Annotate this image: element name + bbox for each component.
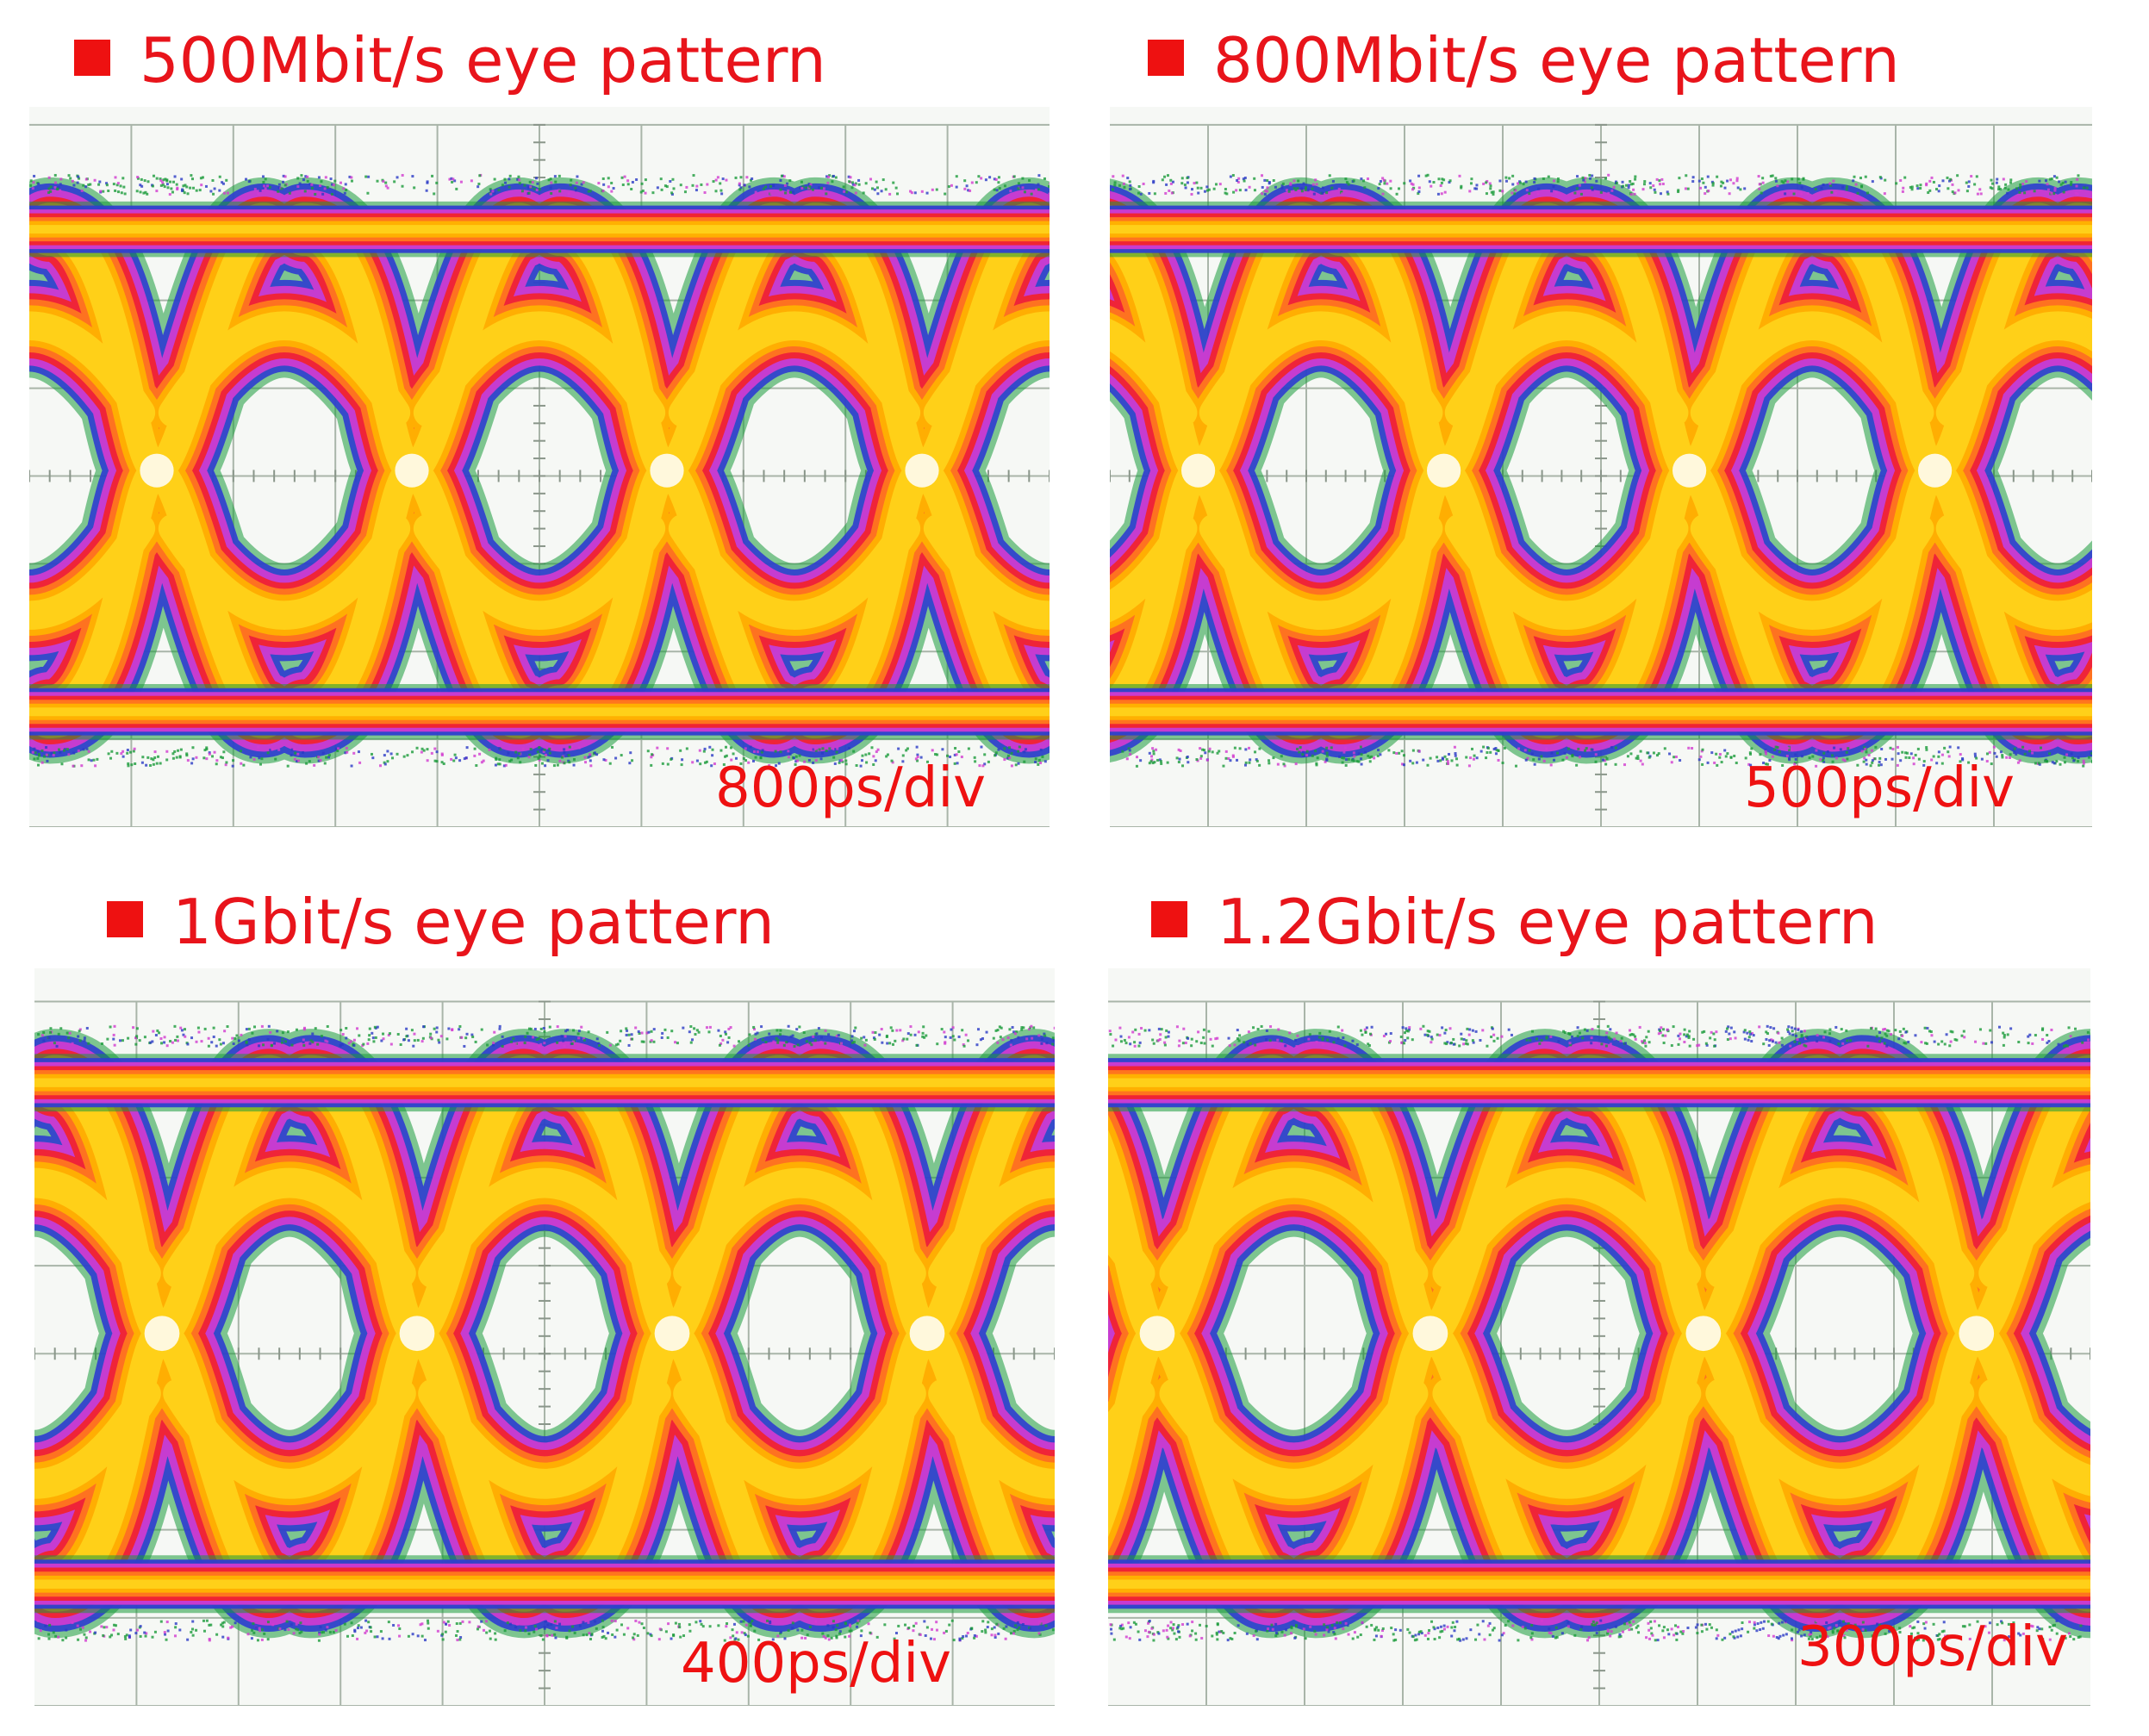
title-text: 500Mbit/s eye pattern bbox=[140, 24, 826, 96]
square-bullet-icon bbox=[74, 40, 110, 77]
panel-title-800mbps: 800Mbit/s eye pattern bbox=[1148, 29, 1900, 91]
eye-diagram-1gbps bbox=[34, 968, 1055, 1706]
square-bullet-icon bbox=[1148, 40, 1184, 77]
title-text: 1.2Gbit/s eye pattern bbox=[1217, 886, 1878, 958]
square-bullet-icon bbox=[107, 901, 143, 938]
time-scale-label: 300ps/div bbox=[1797, 1615, 2068, 1679]
eye-diagram-800mbps bbox=[1110, 107, 2092, 827]
time-scale-label: 500ps/div bbox=[1744, 756, 2015, 820]
title-text: 800Mbit/s eye pattern bbox=[1213, 24, 1900, 96]
eye-diagram-500mbps bbox=[29, 107, 1050, 827]
eye-diagram-1.2gbps bbox=[1108, 968, 2090, 1706]
noise-speckle bbox=[29, 173, 1050, 768]
eye-plot-svg bbox=[29, 123, 1050, 827]
square-bullet-icon bbox=[1151, 901, 1187, 938]
noise-speckle bbox=[1111, 173, 2092, 768]
eye-plot-svg bbox=[34, 1000, 1055, 1706]
time-scale-label: 800ps/div bbox=[715, 756, 986, 820]
eye-plot-svg bbox=[1108, 1000, 2090, 1706]
noise-speckle bbox=[1108, 1024, 2090, 1642]
panel-title-500mbps: 500Mbit/s eye pattern bbox=[74, 29, 826, 91]
noise-speckle bbox=[36, 1024, 1055, 1642]
title-text: 1Gbit/s eye pattern bbox=[172, 886, 775, 958]
time-scale-label: 400ps/div bbox=[681, 1632, 951, 1696]
panel-title-1gbps: 1Gbit/s eye pattern bbox=[107, 891, 775, 953]
panel-title-1.2gbps: 1.2Gbit/s eye pattern bbox=[1151, 891, 1878, 953]
eye-plot-svg bbox=[1110, 123, 2092, 827]
